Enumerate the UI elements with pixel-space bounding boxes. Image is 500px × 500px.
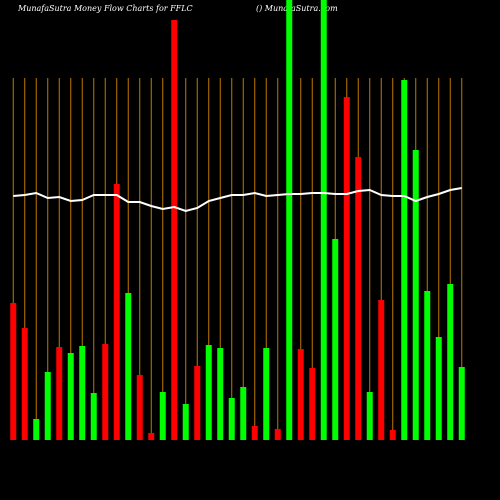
bar — [33, 419, 40, 440]
bar — [228, 398, 235, 440]
bar — [355, 157, 362, 440]
bar — [136, 375, 143, 440]
bar — [263, 348, 270, 440]
bar — [56, 347, 63, 440]
bar — [182, 404, 189, 440]
chart-subtitle: () MunafaSutra.com — [256, 4, 338, 13]
bar — [148, 433, 155, 440]
bar — [366, 392, 373, 440]
bar — [194, 366, 201, 440]
bar — [412, 150, 419, 440]
bar — [79, 346, 86, 440]
bar — [435, 337, 442, 440]
bar — [286, 0, 293, 440]
bar — [320, 0, 327, 440]
bar — [44, 372, 51, 440]
bar — [274, 429, 281, 440]
bar — [424, 291, 431, 440]
bar — [125, 293, 132, 440]
money-flow-line — [13, 187, 462, 213]
bar — [251, 426, 258, 440]
bar — [10, 303, 17, 440]
bar — [240, 387, 247, 440]
bar — [171, 20, 178, 440]
bar — [309, 368, 316, 440]
bar — [389, 430, 396, 440]
bar — [401, 80, 408, 440]
bar — [102, 344, 109, 440]
bar — [447, 284, 454, 440]
bar — [297, 349, 304, 440]
bar — [458, 367, 465, 440]
bar — [113, 184, 120, 440]
bar — [217, 348, 224, 440]
bar — [332, 239, 339, 440]
bar — [343, 97, 350, 440]
bar — [378, 300, 385, 440]
bar — [21, 328, 28, 440]
bar — [205, 345, 212, 440]
chart-title: MunafaSutra Money Flow Charts for FFLC — [17, 4, 193, 13]
bar — [159, 392, 166, 440]
bar — [67, 353, 74, 440]
bar — [90, 393, 97, 440]
